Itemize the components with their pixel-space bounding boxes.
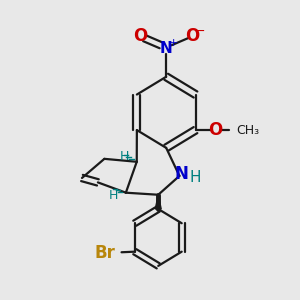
Text: +: + <box>169 38 178 48</box>
Text: O: O <box>185 26 199 44</box>
Text: Br: Br <box>95 244 116 262</box>
Text: H: H <box>109 189 118 202</box>
Text: N: N <box>175 165 189 183</box>
Text: N: N <box>160 41 172 56</box>
Text: H: H <box>120 150 129 163</box>
Text: CH₃: CH₃ <box>236 124 259 136</box>
Text: −: − <box>194 25 205 38</box>
Text: O: O <box>134 26 148 44</box>
Text: O: O <box>208 121 222 139</box>
Polygon shape <box>155 195 161 209</box>
Text: H: H <box>189 170 200 185</box>
